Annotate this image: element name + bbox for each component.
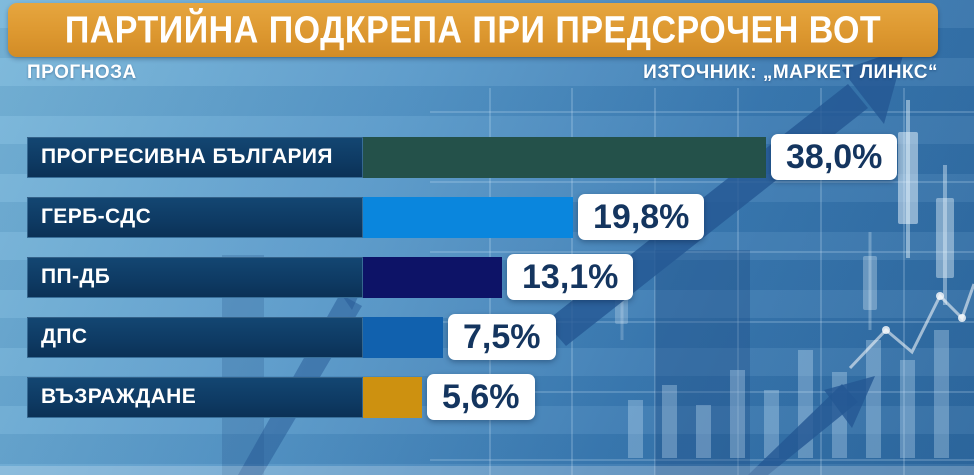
party-label: ПРОГРЕСИВНА БЪЛГАРИЯ	[27, 136, 363, 178]
chart-row: ПП-ДБ 13,1%	[27, 254, 897, 300]
bottom-strip	[0, 466, 974, 475]
chart-row: ДПС 7,5%	[27, 314, 897, 360]
value-badge: 38,0%	[771, 134, 898, 180]
bar-chart: ПРОГРЕСИВНА БЪЛГАРИЯ 38,0% ГЕРБ-СДС 19,8% ПП…	[27, 134, 898, 434]
party-label: ГЕРБ-СДС	[27, 196, 363, 238]
stock-line	[848, 283, 974, 370]
chart-row: ПРОГРЕСИВНА БЪЛГАРИЯ 38,0%	[27, 134, 898, 180]
candlestick-icons	[615, 100, 954, 340]
value-badge: 7,5%	[448, 314, 556, 360]
value-badge: 19,8%	[578, 194, 705, 240]
party-bar	[363, 136, 766, 178]
page-title: ПАРТИЙНА ПОДКРЕПА ПРИ ПРЕДСРОЧЕН ВОТ	[64, 8, 882, 51]
party-label: ВЪЗРАЖДАНЕ	[27, 376, 363, 418]
party-label: ПП-ДБ	[27, 256, 363, 298]
value-badge: 13,1%	[507, 254, 634, 300]
chart-row: ГЕРБ-СДС 19,8%	[27, 194, 897, 240]
party-bar	[363, 316, 443, 358]
source-label: ИЗТОЧНИК: „МАРКЕТ ЛИНКС“	[643, 62, 938, 83]
party-bar	[363, 196, 573, 238]
title-banner: ПАРТИЙНА ПОДКРЕПА ПРИ ПРЕДСРОЧЕН ВОТ	[8, 3, 938, 57]
party-label: ДПС	[27, 316, 363, 358]
chart-row: ВЪЗРАЖДАНЕ 5,6%	[27, 374, 897, 420]
forecast-label: ПРОГНОЗА	[27, 62, 137, 83]
party-bar	[363, 256, 502, 298]
building-silhouette	[655, 250, 750, 475]
party-bar	[363, 376, 422, 418]
value-badge: 5,6%	[427, 374, 535, 420]
